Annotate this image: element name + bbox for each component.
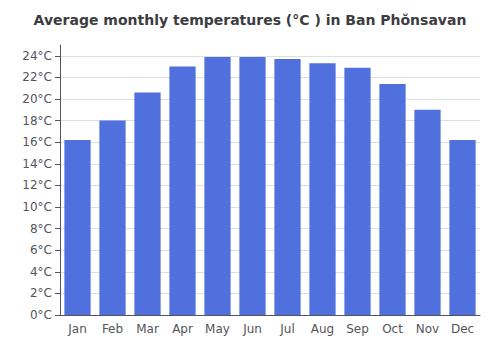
svg-text:10°C: 10°C xyxy=(22,200,52,214)
svg-text:14°C: 14°C xyxy=(22,157,52,171)
svg-text:Average monthly temperatures (: Average monthly temperatures (°C ) in Ba… xyxy=(34,12,467,28)
svg-text:0°C: 0°C xyxy=(30,308,52,322)
svg-text:Jun: Jun xyxy=(242,322,262,336)
svg-text:Jan: Jan xyxy=(67,322,87,336)
svg-text:24°C: 24°C xyxy=(22,49,52,63)
svg-text:Nov: Nov xyxy=(416,322,439,336)
svg-text:12°C: 12°C xyxy=(22,178,52,192)
svg-text:Apr: Apr xyxy=(172,322,193,336)
svg-text:Feb: Feb xyxy=(102,322,123,336)
svg-text:Aug: Aug xyxy=(311,322,334,336)
svg-text:20°C: 20°C xyxy=(22,92,52,106)
svg-text:22°C: 22°C xyxy=(22,70,52,84)
svg-text:18°C: 18°C xyxy=(22,114,52,128)
svg-text:Jul: Jul xyxy=(279,322,294,336)
svg-text:4°C: 4°C xyxy=(30,265,52,279)
svg-text:2°C: 2°C xyxy=(30,286,52,300)
svg-text:16°C: 16°C xyxy=(22,135,52,149)
svg-text:Mar: Mar xyxy=(136,322,159,336)
svg-text:Dec: Dec xyxy=(451,322,474,336)
svg-text:6°C: 6°C xyxy=(30,243,52,257)
svg-text:Sep: Sep xyxy=(346,322,369,336)
svg-text:May: May xyxy=(205,322,230,336)
svg-text:Oct: Oct xyxy=(382,322,403,336)
svg-text:8°C: 8°C xyxy=(30,222,52,236)
